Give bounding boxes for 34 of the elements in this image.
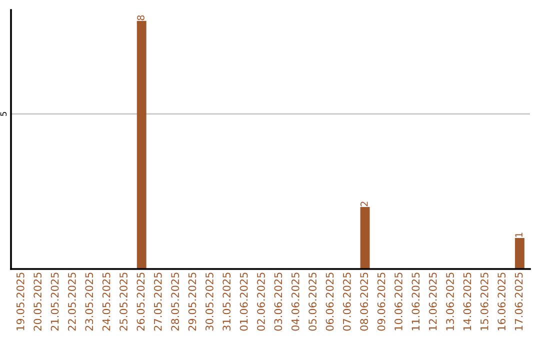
x-tick-label: 08.06.2025 [360,272,368,331]
x-tick-label: 12.06.2025 [428,272,437,330]
x-tick-label: 09.06.2025 [377,272,386,331]
x-tick-label: 30.05.2025 [205,272,214,331]
x-tick-label: 29.05.2025 [188,272,196,331]
x-tick-label: 05.06.2025 [308,272,316,331]
y-tick-label: 5 [0,112,7,116]
x-tick-label: 07.06.2025 [342,272,351,331]
x-tick-label: 13.06.2025 [446,272,454,330]
x-tick-label: 16.06.2025 [498,272,506,330]
x-tick-label: 06.06.2025 [326,272,334,331]
x-tick-label: 31.05.2025 [222,272,231,331]
x-tick-label: 21.05.2025 [50,272,59,331]
x-tick-label: 20.05.2025 [34,272,42,331]
x-tick-label: 22.05.2025 [68,272,76,331]
x-tick-label: 27.05.2025 [154,272,162,331]
x-tick-label: 28.05.2025 [171,272,180,331]
x-tick-label: 24.05.2025 [102,272,110,331]
x-tick-label: 23.05.2025 [85,272,94,331]
x-tick-label: 04.06.2025 [291,272,300,331]
x-tick-label: 02.06.2025 [257,272,265,331]
x-tick-label: 15.06.2025 [480,272,488,330]
x-tick-label: 01.06.2025 [240,272,248,331]
x-tick-label: 26.05.2025 [136,272,145,331]
data-label: 2 [360,202,368,206]
x-tick-label: 25.05.2025 [120,272,128,331]
x-tick-label: 14.06.2025 [463,272,472,330]
data-label: 8 [137,15,144,20]
x-tick-label: 11.06.2025 [412,272,420,330]
x-tick-label: 17.06.2025 [514,272,523,330]
x-tick-label: 10.06.2025 [394,272,402,330]
x-tick-label: 03.06.2025 [274,272,282,331]
data-label: 1 [515,232,522,237]
x-tick-label: 19.05.2025 [16,272,24,330]
